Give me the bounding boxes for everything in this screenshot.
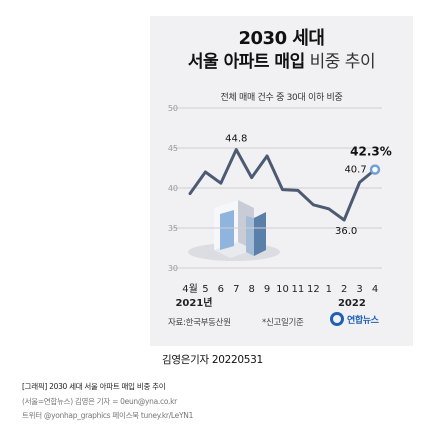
data-label: 40.7 xyxy=(344,164,366,175)
year-label-2021: 2021년 xyxy=(175,296,212,309)
series-line xyxy=(188,148,381,222)
x-tick-label: 2 xyxy=(341,284,347,295)
data-label: 36.0 xyxy=(335,226,357,237)
data-label: 44.8 xyxy=(225,134,247,145)
building-illustration xyxy=(188,200,280,261)
data-labels: 44.8 40.7 42.3% 36.0 xyxy=(225,134,392,237)
y-tick-label: 30 xyxy=(168,264,178,273)
logo-icon xyxy=(330,312,344,326)
graphic-caption: [그래픽] 2030 세대 서울 아파트 매입 비중 추이 xyxy=(22,382,166,391)
x-tick-label: 7 xyxy=(233,284,239,295)
x-tick-label: 10 xyxy=(276,284,289,295)
social-line: 트위터 @yonhap_graphics 페이스북 tuney.kr/LeYN1 xyxy=(22,411,194,420)
chart-title-line2: 서울 아파트 매입 비중 추이 xyxy=(150,47,413,72)
x-tick-label: 6 xyxy=(218,284,224,295)
x-tick-label: 11 xyxy=(292,284,305,295)
y-tick-label: 40 xyxy=(168,184,178,193)
logo-text: 연합뉴스 xyxy=(347,315,379,326)
chart-title-bold: 서울 아파트 매입 xyxy=(187,52,305,72)
x-tick-label: 8 xyxy=(248,284,254,295)
x-tick-label: 4월 xyxy=(182,283,198,295)
year-label-2022: 2022 xyxy=(338,298,366,309)
yonhap-logo: 연합뉴스 xyxy=(330,312,379,326)
source-note: 자료:한국부동산원 xyxy=(168,318,231,328)
chart-grid xyxy=(172,107,382,269)
chart-subtitle: 전체 매매 건수 중 30대 이하 비중 xyxy=(220,93,343,103)
data-label: 42.3% xyxy=(350,145,392,159)
chart-title: 2030 세대 xyxy=(238,28,325,49)
y-tick-label: 50 xyxy=(168,104,178,113)
reporting-basis-note: *신고일기준 xyxy=(262,318,304,328)
x-tick-label: 5 xyxy=(202,284,208,295)
data-point-end xyxy=(369,164,381,175)
byline: 김영은기자 20220531 xyxy=(162,354,263,366)
x-tick-label: 3 xyxy=(356,284,362,295)
x-tick-label: 9 xyxy=(264,284,270,295)
chart-title-light: 비중 추이 xyxy=(309,52,376,72)
x-tick-label: 12 xyxy=(307,284,320,295)
y-axis-ticks: 30 35 40 45 50 xyxy=(168,104,178,273)
x-tick-label: 1 xyxy=(326,284,332,295)
y-tick-label: 35 xyxy=(168,224,178,233)
y-tick-label: 45 xyxy=(168,144,178,153)
credit-line: (서울=연합뉴스) 김영은 기자 = 0eun@yna.co.kr xyxy=(22,397,177,406)
chart-card xyxy=(150,16,413,346)
x-tick-label: 4 xyxy=(372,284,378,295)
